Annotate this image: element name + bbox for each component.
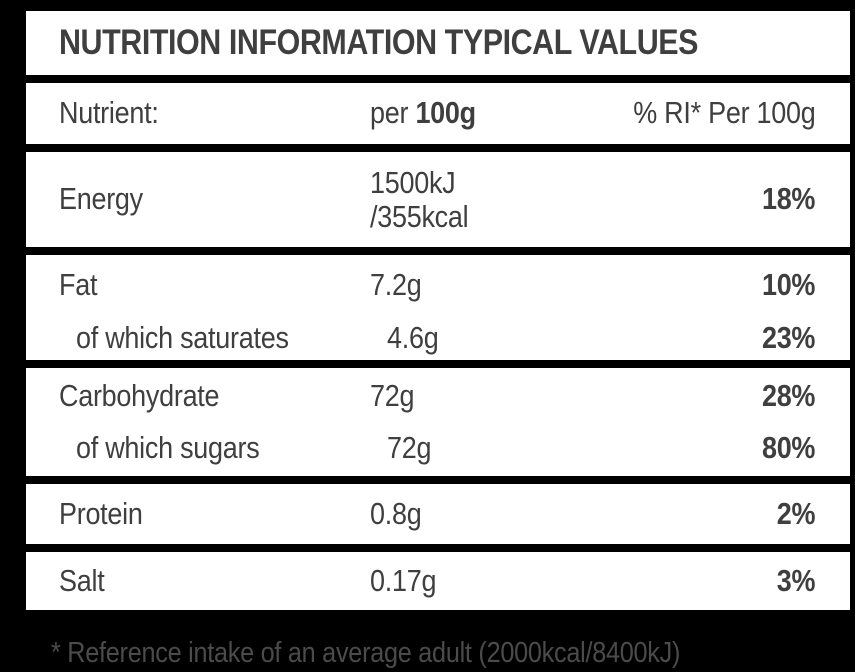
row-protein: Protein 0.8g 2%	[26, 484, 850, 544]
ri-percentage: 18%	[761, 181, 815, 217]
nutrient-name: Protein	[59, 495, 143, 531]
nutrient-name: Energy	[59, 181, 143, 217]
per-100g-value: 0.17g	[370, 562, 437, 598]
ri-percentage: 2%	[776, 495, 816, 531]
footnote-text: * Reference intake of an average adult (…	[51, 637, 681, 669]
per-100g-value: 72g	[387, 429, 432, 465]
nutrient-name: of which saturates	[76, 319, 289, 355]
column-header-ri: % RI* Per 100g	[632, 95, 816, 131]
row-fat: Fat 7.2g 10%	[26, 267, 850, 302]
per-100g-value: 7.2g	[370, 267, 422, 302]
label-title: NUTRITION INFORMATION TYPICAL VALUES	[59, 22, 699, 62]
row-group-carbohydrate: Carbohydrate 72g 28% of which sugars 72g…	[26, 368, 850, 476]
per-100g-value: 72g	[370, 378, 415, 413]
column-header-nutrient: Nutrient:	[59, 95, 159, 131]
per-100g-value: 0.8g	[370, 495, 422, 531]
column-header-row: Nutrient: per 100g % RI* Per 100g	[26, 83, 850, 144]
energy-kcal: /355kcal	[370, 198, 469, 234]
per-100g-value: 4.6g	[387, 319, 439, 355]
ri-percentage: 23%	[761, 319, 815, 355]
nutrient-name: Salt	[59, 562, 105, 598]
ri-percentage: 28%	[761, 378, 815, 413]
reference-intake-footnote: * Reference intake of an average adult (…	[26, 618, 850, 670]
nutrient-name: Carbohydrate	[59, 378, 220, 413]
row-salt: Salt 0.17g 3%	[26, 552, 850, 610]
per-100g-value: 1500kJ /355kcal	[370, 164, 754, 234]
ri-percentage: 3%	[776, 562, 816, 598]
row-energy: Energy 1500kJ /355kcal 18%	[26, 152, 850, 247]
ri-percentage: 10%	[761, 267, 815, 302]
row-sugars: of which sugars 72g 80%	[26, 429, 850, 465]
column-header-per-100g: per 100g	[370, 95, 476, 131]
nutrient-name: of which sugars	[76, 429, 260, 465]
nutrient-name: Fat	[59, 267, 98, 302]
label-title-row: NUTRITION INFORMATION TYPICAL VALUES	[26, 11, 850, 75]
row-carbohydrate: Carbohydrate 72g 28%	[26, 378, 850, 413]
row-group-fat: Fat 7.2g 10% of which saturates 4.6g 23%	[26, 255, 850, 360]
ri-percentage: 80%	[761, 429, 815, 465]
row-saturates: of which saturates 4.6g 23%	[26, 319, 850, 355]
energy-kj: 1500kJ	[370, 164, 456, 200]
